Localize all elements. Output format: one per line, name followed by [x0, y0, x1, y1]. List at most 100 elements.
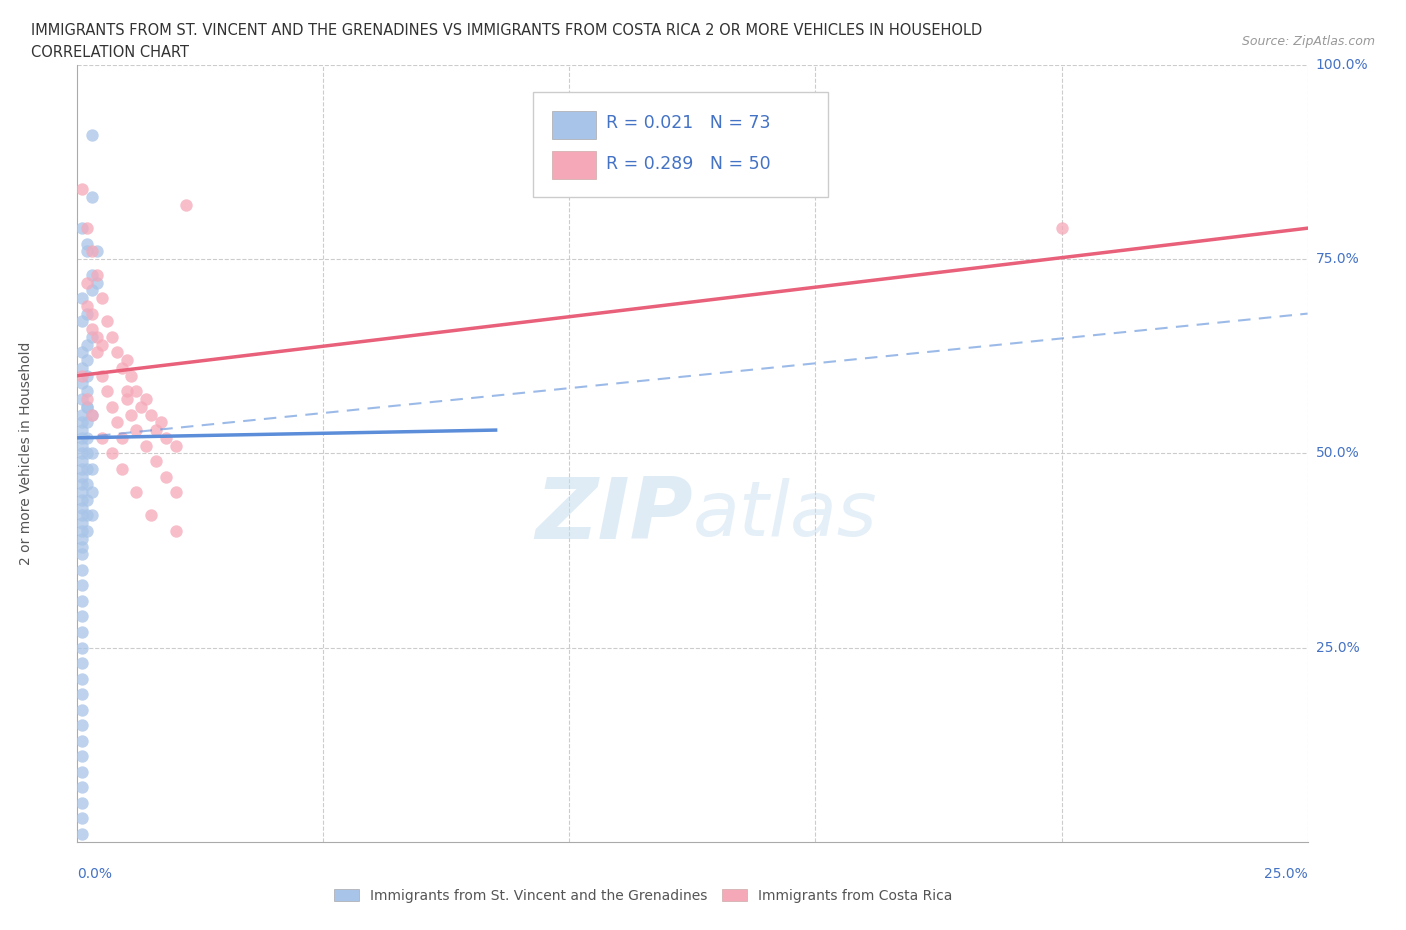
Point — [125, 422, 148, 437]
Point — [70, 493, 93, 508]
Point — [70, 795, 93, 810]
Point — [70, 524, 93, 538]
Point — [70, 361, 93, 376]
Point — [70, 438, 93, 453]
Point — [90, 291, 114, 306]
Point — [96, 384, 118, 399]
Point — [76, 446, 98, 461]
Point — [70, 182, 93, 197]
Text: Source: ZipAtlas.com: Source: ZipAtlas.com — [1241, 35, 1375, 48]
Point — [76, 368, 98, 383]
Point — [125, 384, 148, 399]
Text: IMMIGRANTS FROM ST. VINCENT AND THE GRENADINES VS IMMIGRANTS FROM COSTA RICA 2 O: IMMIGRANTS FROM ST. VINCENT AND THE GREN… — [31, 23, 983, 38]
Point — [82, 306, 104, 321]
Point — [82, 244, 104, 259]
Point — [76, 399, 98, 414]
Point — [76, 352, 98, 367]
Point — [86, 275, 108, 290]
Point — [82, 407, 104, 422]
Point — [70, 516, 93, 531]
Point — [115, 352, 138, 367]
Point — [155, 470, 177, 485]
Point — [70, 485, 93, 499]
Point — [121, 368, 143, 383]
Point — [174, 197, 197, 212]
Point — [76, 220, 98, 235]
Point — [82, 267, 104, 282]
Text: 25.0%: 25.0% — [1316, 641, 1360, 655]
Point — [86, 267, 108, 282]
Point — [111, 361, 132, 376]
Point — [155, 431, 177, 445]
Point — [70, 749, 93, 764]
Text: atlas: atlas — [693, 479, 877, 552]
Point — [70, 376, 93, 391]
Point — [101, 329, 124, 344]
Point — [1050, 220, 1073, 235]
Point — [70, 780, 93, 795]
Text: 75.0%: 75.0% — [1316, 252, 1360, 266]
Point — [70, 407, 93, 422]
Point — [70, 392, 93, 406]
Point — [70, 593, 93, 608]
Point — [82, 329, 104, 344]
Point — [76, 415, 98, 430]
Point — [129, 399, 153, 414]
Point — [70, 811, 93, 826]
Point — [70, 578, 93, 592]
Point — [101, 446, 124, 461]
Text: R = 0.289   N = 50: R = 0.289 N = 50 — [606, 154, 770, 173]
Point — [76, 275, 98, 290]
Point — [135, 438, 157, 453]
Point — [141, 407, 163, 422]
Point — [82, 461, 104, 476]
Point — [70, 470, 93, 485]
Point — [90, 338, 114, 352]
Point — [101, 399, 124, 414]
Point — [82, 407, 104, 422]
Point — [145, 422, 167, 437]
Text: ZIP: ZIP — [534, 474, 693, 557]
FancyBboxPatch shape — [553, 152, 596, 179]
Point — [165, 485, 187, 499]
Point — [76, 399, 98, 414]
Point — [70, 461, 93, 476]
Point — [76, 392, 98, 406]
Point — [70, 291, 93, 306]
Point — [86, 244, 108, 259]
Point — [70, 686, 93, 701]
Point — [70, 702, 93, 717]
Point — [70, 539, 93, 554]
Point — [115, 392, 138, 406]
Point — [70, 446, 93, 461]
FancyBboxPatch shape — [533, 92, 828, 197]
Point — [165, 524, 187, 538]
Text: CORRELATION CHART: CORRELATION CHART — [31, 45, 188, 60]
Text: 100.0%: 100.0% — [1316, 58, 1368, 73]
Point — [165, 438, 187, 453]
Point — [70, 431, 93, 445]
Point — [82, 283, 104, 298]
Point — [150, 415, 173, 430]
Point — [76, 338, 98, 352]
Point — [76, 431, 98, 445]
Point — [70, 609, 93, 624]
Point — [111, 461, 132, 476]
Point — [76, 236, 98, 251]
Point — [76, 477, 98, 492]
Point — [82, 190, 104, 205]
Point — [76, 461, 98, 476]
Point — [135, 392, 157, 406]
Point — [70, 547, 93, 562]
Point — [70, 314, 93, 329]
Point — [70, 477, 93, 492]
Point — [70, 671, 93, 686]
Text: 25.0%: 25.0% — [1264, 867, 1308, 881]
Point — [70, 220, 93, 235]
Point — [82, 127, 104, 142]
Point — [105, 415, 128, 430]
Point — [70, 500, 93, 515]
Point — [70, 368, 93, 383]
Point — [90, 368, 114, 383]
Point — [82, 322, 104, 337]
